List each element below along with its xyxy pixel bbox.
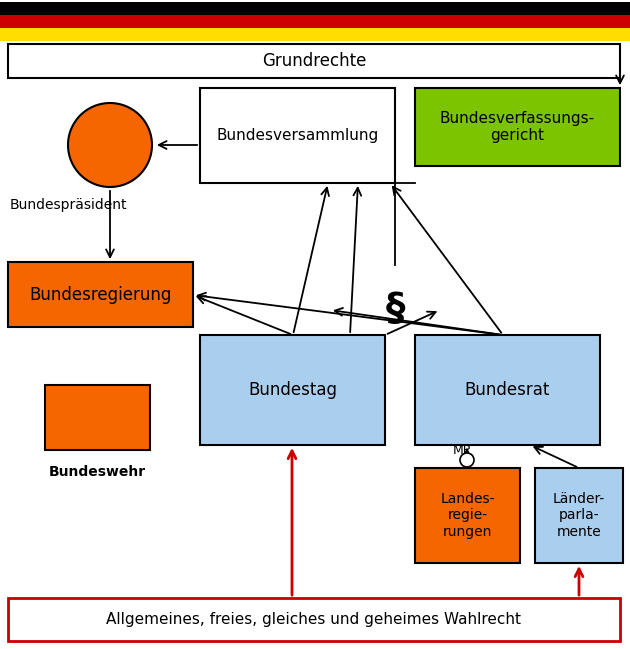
Bar: [415, 468, 520, 563]
Bar: [415, 88, 620, 166]
Bar: [0, 28, 630, 41]
Text: Bundesrat: Bundesrat: [465, 381, 550, 399]
Text: Bundesversammlung: Bundesversammlung: [216, 128, 379, 143]
Bar: [200, 335, 385, 445]
Bar: [535, 468, 623, 563]
Text: Landes-
regie-
rungen: Landes- regie- rungen: [440, 493, 495, 539]
Bar: [0, 15, 630, 28]
Text: Allgemeines, freies, gleiches und geheimes Wahlrecht: Allgemeines, freies, gleiches und geheim…: [106, 612, 522, 627]
Bar: [8, 598, 620, 641]
Text: Länder-
parla-
mente: Länder- parla- mente: [553, 493, 605, 539]
Text: Grundrechte: Grundrechte: [262, 52, 366, 70]
Text: §: §: [386, 291, 404, 329]
Text: Bundesverfassungs-
gericht: Bundesverfassungs- gericht: [440, 111, 595, 143]
Bar: [8, 262, 193, 327]
Text: Bundespräsident: Bundespräsident: [9, 198, 127, 212]
Circle shape: [68, 103, 152, 187]
Text: Bundesregierung: Bundesregierung: [30, 286, 172, 304]
Text: Bundestag: Bundestag: [248, 381, 337, 399]
Bar: [45, 385, 150, 450]
Bar: [0, 2, 630, 15]
Bar: [200, 88, 395, 183]
Circle shape: [460, 453, 474, 467]
Text: Bundeswehr: Bundeswehr: [49, 465, 146, 479]
Bar: [415, 335, 600, 445]
Bar: [8, 44, 620, 78]
Text: MP: MP: [453, 444, 471, 457]
